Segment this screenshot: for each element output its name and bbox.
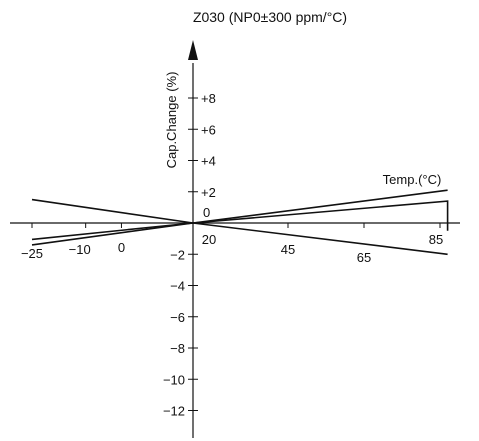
- x-tick-label: −10: [69, 242, 91, 257]
- x-tick-label: 65: [357, 250, 371, 265]
- y-axis-arrow: [188, 40, 198, 60]
- y-tick-label: +8: [201, 91, 216, 106]
- x-axis-label: Temp.(°C): [383, 172, 442, 187]
- y-tick-label: −4: [170, 279, 185, 294]
- x-tick-label: 45: [281, 242, 295, 257]
- y-tick-label: −8: [170, 341, 185, 356]
- y-tick-label: +4: [201, 154, 216, 169]
- series-line-1: [31, 198, 448, 256]
- y-tick-label: +2: [201, 185, 216, 200]
- y-tick-label: −6: [170, 310, 185, 325]
- y-axis-label: Cap.Change (%): [164, 72, 179, 169]
- series-line-3: [31, 200, 449, 241]
- y-tick-label: −2: [170, 247, 185, 262]
- series-line-2: [31, 189, 448, 246]
- x-tick-label: −25: [21, 246, 43, 261]
- x-tick-label: 0: [118, 240, 125, 255]
- chart-title: Z030 (NP0±300 ppm/°C): [193, 9, 347, 25]
- y-tick-label: 0: [203, 205, 210, 220]
- y-tick-label: −10: [163, 372, 185, 387]
- x-tick-label: 85: [429, 232, 443, 247]
- x-tick-label: 20: [202, 232, 216, 247]
- y-tick-label: +6: [201, 122, 216, 137]
- y-tick-label: −12: [163, 404, 185, 419]
